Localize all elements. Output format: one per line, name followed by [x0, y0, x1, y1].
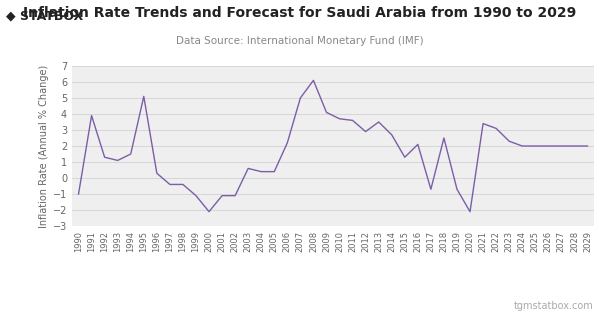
- Text: tgmstatbox.com: tgmstatbox.com: [514, 301, 594, 311]
- Text: ◆ STATBOX: ◆ STATBOX: [6, 9, 83, 22]
- Text: Inflation Rate Trends and Forecast for Saudi Arabia from 1990 to 2029: Inflation Rate Trends and Forecast for S…: [23, 6, 577, 20]
- Y-axis label: Inflation Rate (Annual % Change): Inflation Rate (Annual % Change): [38, 64, 49, 228]
- Text: Data Source: International Monetary Fund (IMF): Data Source: International Monetary Fund…: [176, 36, 424, 46]
